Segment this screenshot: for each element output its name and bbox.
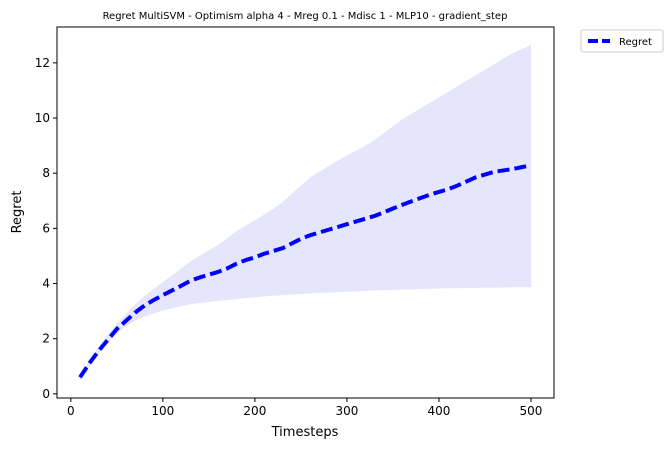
y-tick-label: 4 (42, 277, 50, 291)
regret-line (78, 163, 532, 379)
confidence-band (80, 44, 531, 381)
y-tick-label: 6 (42, 221, 50, 235)
x-tick-label: 500 (520, 404, 543, 418)
plot-frame (56, 26, 555, 399)
x-axis-ticks: 0 100 200 300 400 500 (67, 398, 542, 418)
legend-label-regret: Regret (619, 37, 652, 48)
y-axis-label: Regret (10, 191, 25, 234)
x-tick-label: 100 (151, 404, 174, 418)
chart-title: Regret MultiSVM - Optimism alpha 4 - Mre… (103, 11, 508, 22)
y-tick-label: 2 (42, 332, 50, 346)
x-tick-label: 0 (67, 404, 75, 418)
legend-frame (580, 29, 664, 53)
y-tick-label: 0 (42, 387, 50, 401)
x-tick-label: 400 (428, 404, 451, 418)
y-axis-ticks: 0 2 4 6 8 10 12 (35, 56, 57, 401)
x-axis-label: Timesteps (271, 425, 339, 440)
legend: Regret (580, 29, 664, 53)
y-tick-label: 10 (35, 111, 50, 125)
x-tick-label: 300 (335, 404, 358, 418)
y-tick-label: 8 (42, 166, 50, 180)
x-tick-label: 200 (243, 404, 266, 418)
plot-area (78, 44, 532, 381)
y-tick-label: 12 (35, 56, 50, 70)
